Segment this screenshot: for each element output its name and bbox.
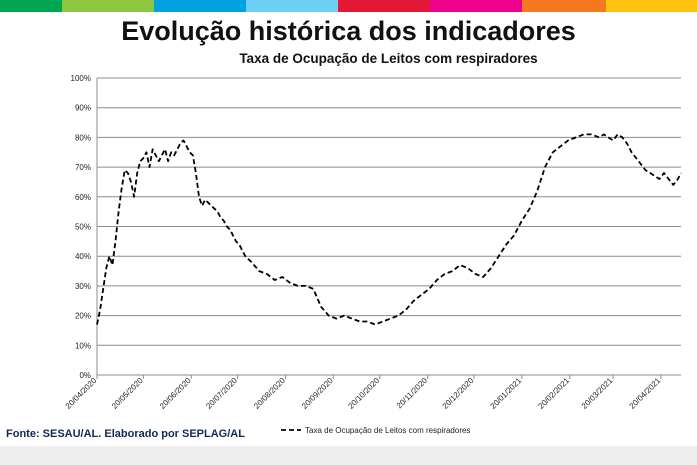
color-segment [338, 0, 430, 12]
y-tick-label: 0% [79, 371, 91, 380]
chart-title: Evolução histórica dos indicadores [121, 16, 576, 46]
color-segment [246, 0, 338, 12]
chart-subtitle: Taxa de Ocupação de Leitos com respirado… [239, 51, 538, 66]
header-color-bar [0, 0, 697, 12]
y-tick-label: 70% [75, 163, 91, 172]
x-tick-label: 20/03/2021 [580, 376, 615, 411]
source-note: Fonte: SESAU/AL. Elaborado por SEPLAG/AL [6, 428, 245, 440]
bottom-strip [0, 446, 697, 465]
color-segment [62, 0, 154, 12]
color-segment [430, 0, 522, 12]
x-tick-label: 20/01/2021 [489, 376, 524, 411]
x-tick-label: 20/02/2021 [536, 376, 571, 411]
x-tick-label: 20/05/2020 [110, 376, 145, 411]
x-tick-label: 20/04/2020 [64, 376, 99, 411]
color-segment [522, 0, 606, 12]
color-segment [0, 0, 62, 12]
y-tick-label: 80% [75, 133, 91, 142]
legend-label: Taxa de Ocupação de Leitos com respirado… [305, 426, 470, 435]
y-tick-label: 40% [75, 252, 91, 261]
y-tick-label: 100% [71, 74, 91, 83]
color-segment [154, 0, 246, 12]
y-tick-label: 90% [75, 104, 91, 113]
color-segment [606, 0, 697, 12]
x-tick-label: 20/11/2020 [395, 376, 430, 411]
x-tick-label: 20/12/2020 [441, 376, 476, 411]
x-tick-label: 20/04/2021 [628, 376, 663, 411]
series-line [96, 133, 682, 326]
y-tick-label: 50% [75, 223, 91, 232]
y-tick-label: 20% [75, 312, 91, 321]
x-tick-label: 20/08/2020 [252, 376, 287, 411]
x-tick-label: 20/10/2020 [346, 376, 381, 411]
y-tick-label: 30% [75, 282, 91, 291]
x-tick-label: 20/06/2020 [158, 376, 193, 411]
x-tick-label: 20/07/2020 [204, 376, 239, 411]
y-tick-label: 10% [75, 341, 91, 350]
x-tick-label: 20/09/2020 [300, 376, 335, 411]
y-tick-label: 60% [75, 193, 91, 202]
